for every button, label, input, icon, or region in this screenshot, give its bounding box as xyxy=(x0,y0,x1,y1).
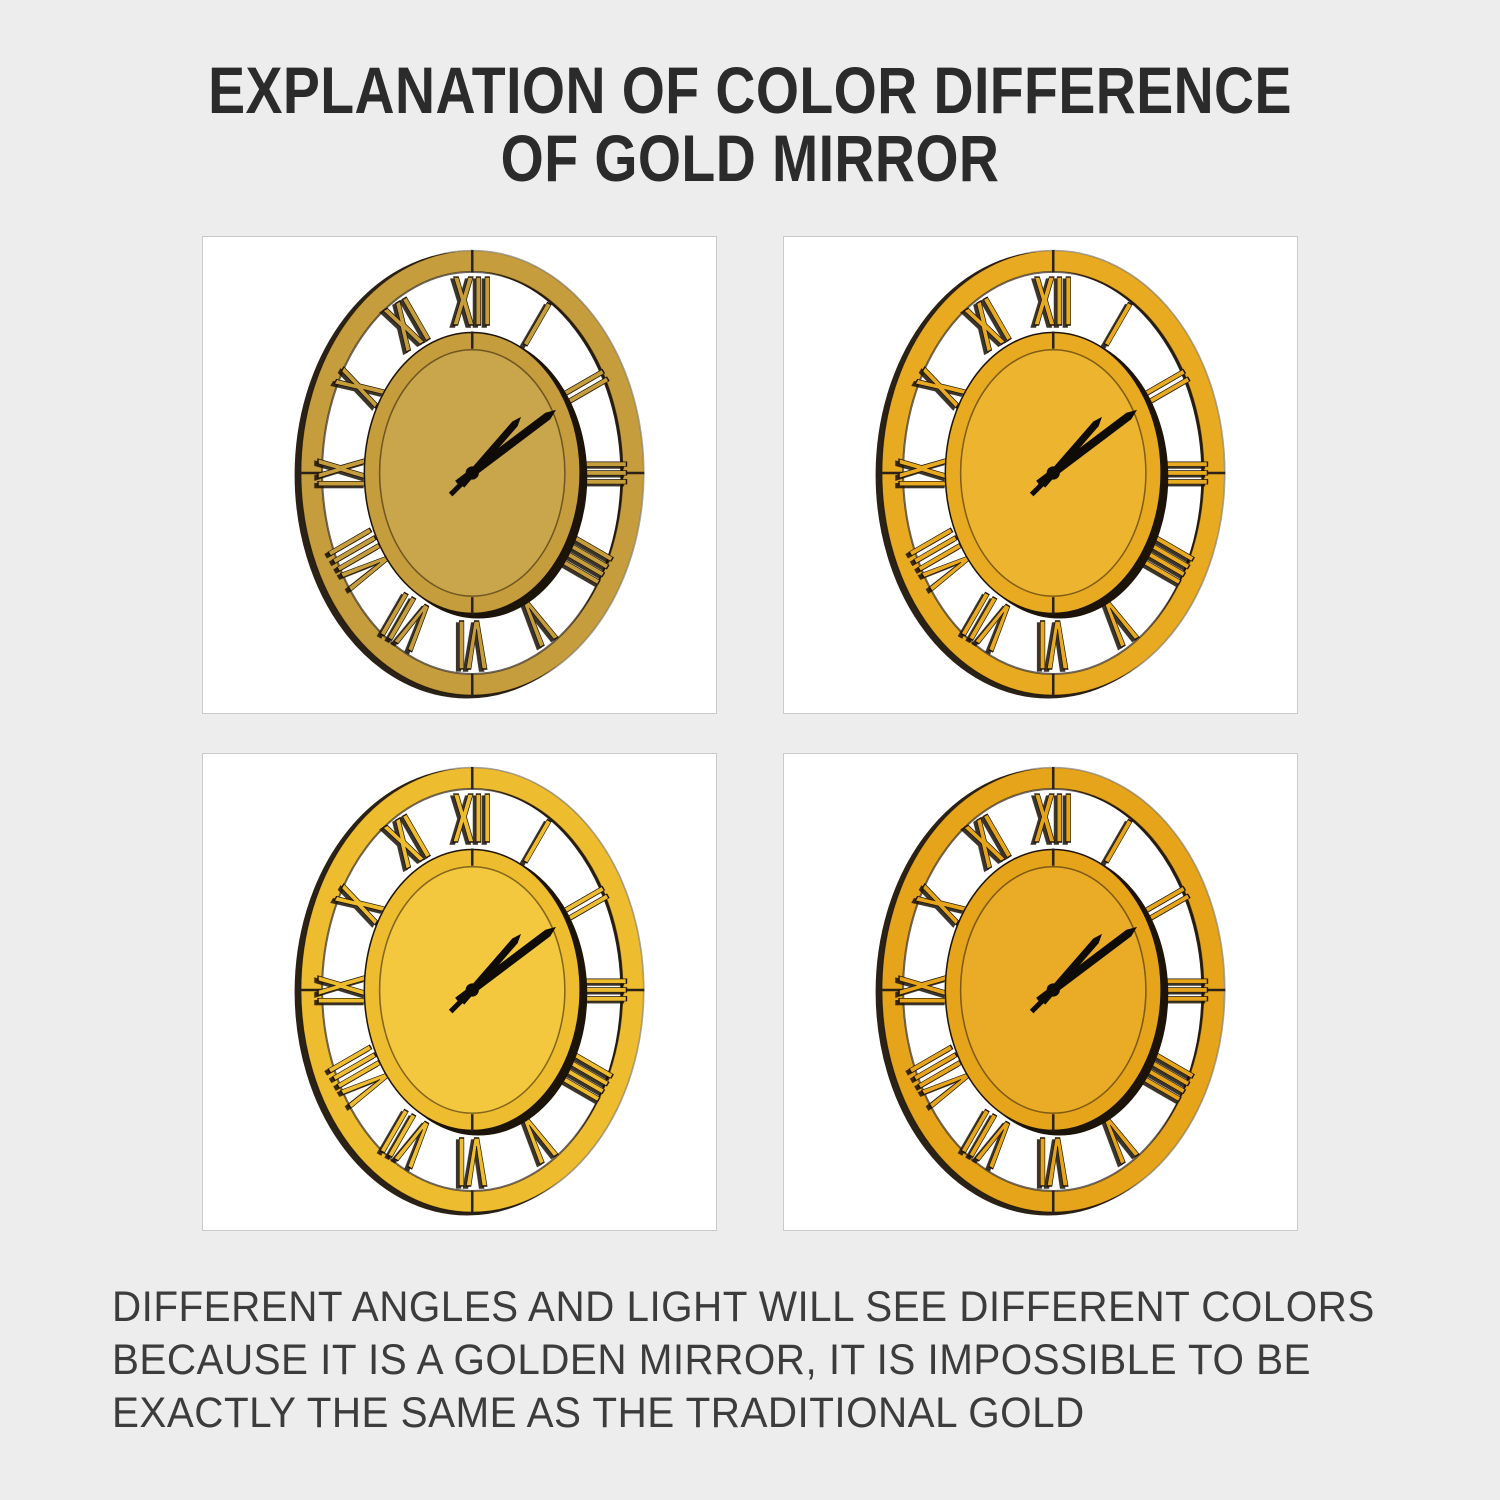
gold-mirror-clock-image xyxy=(870,766,1239,1218)
page-title: EXPLANATION OF COLOR DIFFERENCE OF GOLD … xyxy=(0,0,1500,192)
title-line-2: OF GOLD MIRROR xyxy=(500,121,1000,195)
clock-card-top-right xyxy=(783,236,1298,714)
gold-mirror-clock-image xyxy=(870,249,1239,701)
caption-line-2: BECAUSE IT IS A GOLDEN MIRROR, IT IS IMP… xyxy=(112,1336,1311,1384)
clock-card-bottom-left xyxy=(202,753,717,1231)
caption: DIFFERENT ANGLES AND LIGHT WILL SEE DIFF… xyxy=(112,1281,1500,1440)
title-line-1: EXPLANATION OF COLOR DIFFERENCE xyxy=(208,53,1292,127)
clock-card-bottom-right xyxy=(783,753,1298,1231)
clock-card-top-left xyxy=(202,236,717,714)
caption-line-1: DIFFERENT ANGLES AND LIGHT WILL SEE DIFF… xyxy=(112,1283,1375,1331)
gold-mirror-clock-image xyxy=(289,249,658,701)
caption-line-3: EXACTLY THE SAME AS THE TRADITIONAL GOLD xyxy=(112,1389,1085,1437)
clock-grid xyxy=(202,236,1298,1231)
gold-mirror-clock-image xyxy=(289,766,658,1218)
